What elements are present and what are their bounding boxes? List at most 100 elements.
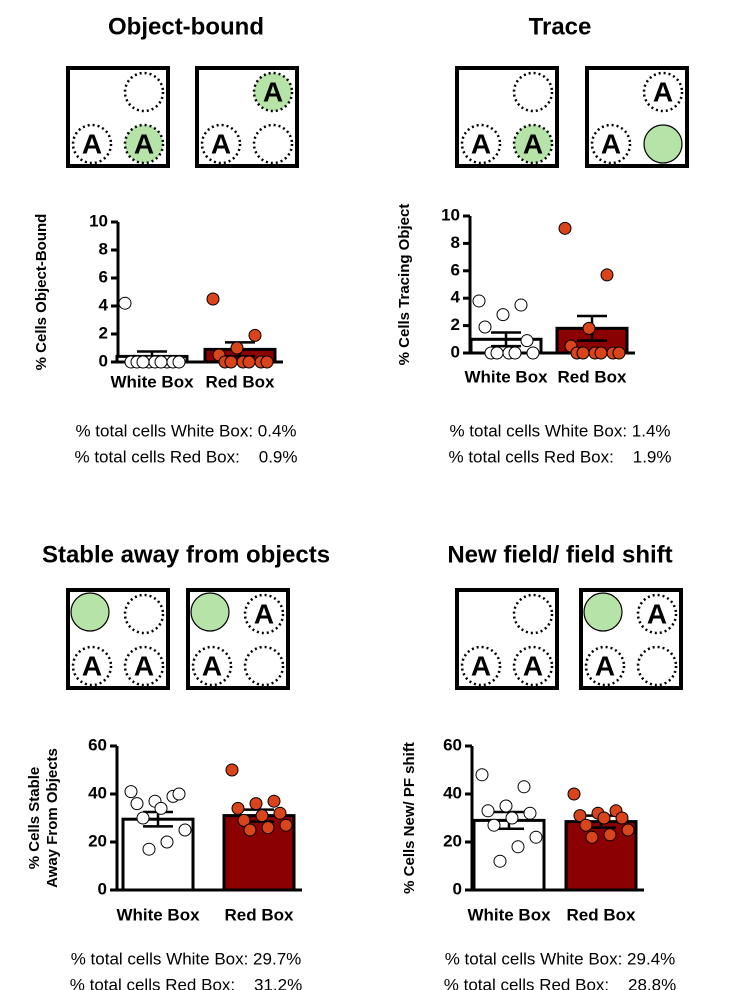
object-label: A	[523, 650, 543, 681]
summary-text: % total cells Red Box: 1.9%	[449, 447, 672, 466]
data-point	[567, 787, 581, 801]
y-axis-label: Away From Objects	[44, 748, 61, 888]
object-circle	[123, 645, 165, 687]
summary-text: % total cells Red Box: 0.9%	[75, 447, 298, 466]
x-tick-label: White Box	[464, 367, 548, 386]
object-label: A	[82, 650, 102, 681]
data-point	[526, 346, 540, 360]
data-point	[237, 813, 251, 827]
object-label: A	[653, 76, 673, 107]
y-tick-label: 6	[451, 260, 460, 279]
data-point	[178, 823, 192, 837]
data-point	[475, 768, 489, 782]
chart-title: Object-bound	[108, 13, 264, 40]
x-tick-label: Red Box	[558, 367, 628, 386]
summary-text: % total cells White Box: 29.4%	[445, 949, 676, 968]
data-point	[499, 799, 513, 813]
data-point	[505, 811, 519, 825]
y-tick-label: 10	[441, 205, 460, 224]
data-point	[496, 308, 510, 322]
object-label: A	[82, 128, 102, 159]
data-point	[600, 268, 614, 282]
y-tick-label: 2	[451, 315, 460, 334]
data-point	[478, 320, 492, 334]
object-label: A	[211, 128, 231, 159]
object-circle	[512, 71, 554, 113]
data-point	[594, 346, 608, 360]
y-tick-label: 2	[99, 323, 108, 342]
summary-text: % total cells Red Box: 31.2%	[70, 975, 302, 990]
y-tick-label: 4	[99, 295, 109, 314]
object-circle	[71, 645, 113, 687]
data-point	[582, 321, 596, 335]
data-point	[243, 823, 257, 837]
object-label: A	[254, 598, 274, 629]
y-tick-label: 20	[443, 831, 462, 850]
y-tick-label: 0	[99, 351, 108, 370]
x-tick-label: White Box	[110, 372, 194, 391]
data-point	[248, 328, 262, 342]
y-tick-label: 10	[89, 211, 108, 230]
object-label: A	[263, 76, 283, 107]
data-point	[136, 355, 150, 369]
object-circle	[71, 123, 113, 165]
data-point	[172, 787, 186, 801]
object-label: A	[523, 128, 543, 159]
y-tick-label: 0	[98, 879, 107, 898]
y-tick-label: 0	[451, 342, 460, 361]
y-axis-label: % Cells Object-Bound	[33, 214, 50, 371]
object-circle	[243, 593, 285, 635]
data-point	[615, 811, 629, 825]
data-point	[585, 830, 599, 844]
y-axis-label: % Cells Tracing Object	[396, 204, 413, 366]
summary-text: % total cells White Box: 29.7%	[71, 949, 302, 968]
summary-text: % total cells White Box: 0.4%	[75, 421, 296, 440]
y-tick-label: 4	[451, 288, 461, 307]
object-label: A	[647, 598, 667, 629]
data-point	[579, 818, 593, 832]
data-point	[558, 221, 572, 235]
summary-text: % total cells White Box: 1.4%	[449, 421, 670, 440]
object-circle	[200, 123, 242, 165]
object-circle	[636, 645, 678, 687]
data-point	[279, 818, 293, 832]
data-point	[124, 785, 138, 799]
object-label: A	[471, 650, 491, 681]
data-point	[517, 780, 531, 794]
data-point	[136, 811, 150, 825]
y-tick-label: 8	[451, 233, 460, 252]
object-circle	[123, 593, 165, 635]
data-point	[224, 355, 238, 369]
y-tick-label: 60	[88, 735, 107, 754]
object-circle	[252, 71, 294, 113]
object-circle	[190, 592, 230, 632]
data-point	[493, 854, 507, 868]
x-tick-label: Red Box	[225, 905, 295, 924]
object-label: A	[202, 650, 222, 681]
object-circle	[512, 123, 554, 165]
data-point	[130, 797, 144, 811]
chart-title: New field/ field shift	[447, 541, 672, 568]
object-circle	[191, 645, 233, 687]
object-label: A	[134, 128, 154, 159]
y-tick-label: 8	[99, 239, 108, 258]
data-point	[511, 840, 525, 854]
data-point	[472, 294, 486, 308]
x-tick-label: White Box	[116, 905, 200, 924]
data-point	[261, 821, 275, 835]
data-point	[273, 806, 287, 820]
data-point	[172, 355, 186, 369]
object-circle	[643, 124, 683, 164]
data-point	[576, 346, 590, 360]
data-point	[260, 355, 274, 369]
data-point	[621, 823, 635, 837]
y-tick-label: 0	[453, 879, 462, 898]
data-point	[242, 355, 256, 369]
bar	[472, 818, 546, 892]
data-point	[225, 763, 239, 777]
object-label: A	[595, 650, 615, 681]
object-circle	[123, 71, 165, 113]
chart-title: Trace	[529, 13, 592, 40]
object-circle	[252, 123, 294, 165]
